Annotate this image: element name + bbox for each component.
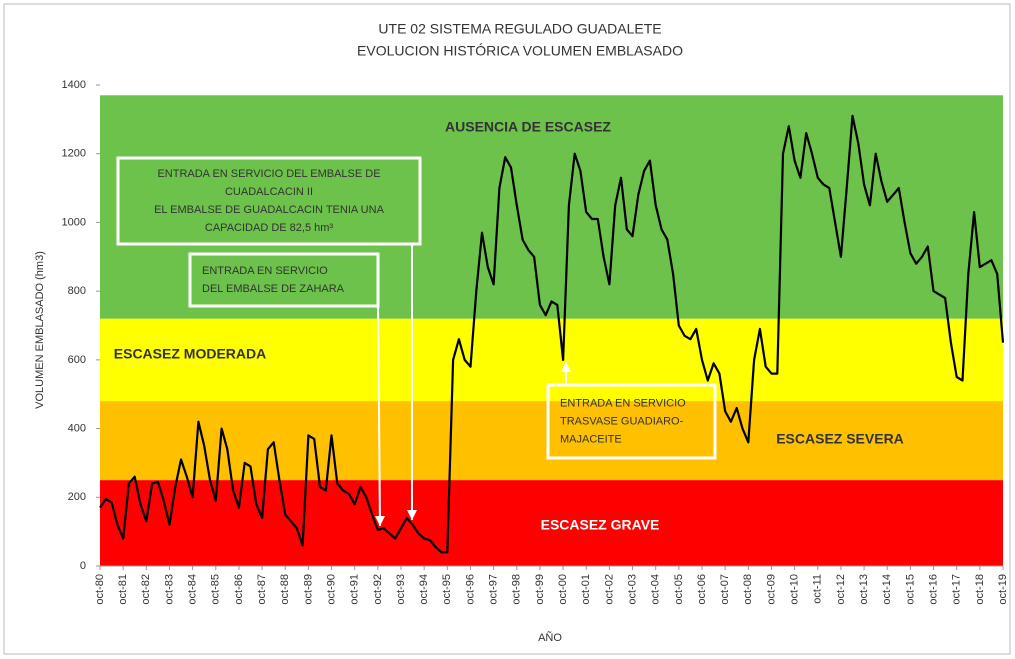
x-tick-label: oct-80 (94, 574, 106, 605)
x-tick-label: oct-11 (812, 574, 824, 604)
zone-label: ESCASEZ SEVERA (776, 431, 904, 447)
x-tick-label: oct-02 (603, 574, 615, 605)
x-tick-label: oct-97 (488, 574, 500, 605)
annotation-box (188, 252, 380, 308)
x-tick-label: oct-13 (858, 574, 870, 605)
x-tick-label: oct-17 (951, 574, 963, 605)
x-tick-label: oct-15 (904, 574, 916, 605)
arrow-head (407, 510, 417, 520)
x-tick-label: oct-87 (256, 574, 268, 605)
zone (100, 318, 1003, 402)
y-tick-label: 600 (68, 354, 86, 366)
x-tick-label: oct-16 (927, 574, 939, 605)
annotation-text: ENTRADA EN SERVICIO (202, 265, 328, 277)
annotation-text: CAPACIDAD DE 82,5 hm³ (205, 222, 334, 234)
y-tick-label: 0 (80, 560, 86, 572)
annotation-text: TRASVASE GUADIARO- (560, 415, 684, 427)
x-tick-label: oct-82 (140, 574, 152, 605)
x-tick-label: oct-03 (626, 574, 638, 605)
arrow-head (561, 362, 571, 372)
annotation-text: ENTRADA EN SERVICIO (560, 397, 686, 409)
x-tick-label: oct-88 (279, 574, 291, 605)
x-tick-label: oct-04 (650, 574, 662, 605)
x-tick-label: oct-09 (765, 574, 777, 605)
x-tick-label: oct-90 (325, 574, 337, 605)
y-tick-label: 1400 (62, 79, 86, 91)
annotation-text: DEL EMBALSE DE ZAHARA (202, 283, 345, 295)
chart-subtitle: EVOLUCION HISTÓRICA VOLUMEN EMBLASADO (357, 43, 683, 59)
x-tick-label: oct-19 (997, 574, 1009, 605)
x-tick-label: oct-12 (835, 574, 847, 605)
x-axis-label: AÑO (538, 631, 562, 644)
data-line (99, 114, 1005, 554)
y-tick-label: 800 (68, 285, 86, 297)
zone-label: ESCASEZ MODERADA (114, 346, 266, 362)
x-tick-label: oct-81 (117, 574, 129, 605)
x-tick-label: oct-96 (464, 574, 476, 605)
annotation-box (116, 156, 422, 246)
x-tick-label: oct-93 (395, 574, 407, 605)
chart-title: UTE 02 SISTEMA REGULADO GUADALETE (378, 21, 661, 37)
y-tick-label: 200 (68, 491, 86, 503)
x-tick-label: oct-08 (742, 574, 754, 605)
x-tick-label: oct-91 (349, 574, 361, 605)
zone (100, 480, 1003, 566)
x-tick-label: oct-98 (511, 574, 523, 605)
annotation-text: MAJACEITE (560, 433, 622, 445)
x-tick-label: oct-86 (233, 574, 245, 605)
x-tick-label: oct-83 (163, 574, 175, 605)
annotation-box (546, 383, 717, 460)
x-tick-label: oct-14 (881, 574, 893, 605)
x-tick-label: oct-89 (302, 574, 314, 605)
x-tick-label: oct-05 (673, 574, 685, 605)
x-tick-label: oct-07 (719, 574, 731, 605)
zone (100, 95, 1003, 319)
x-tick-label: oct-95 (441, 574, 453, 605)
x-tick-label: oct-94 (418, 574, 430, 605)
arrow-head (375, 516, 385, 526)
y-tick-label: 1000 (62, 216, 86, 228)
x-tick-label: oct-00 (557, 574, 569, 605)
x-tick-label: oct-10 (789, 574, 801, 605)
y-tick-label: 1200 (62, 148, 86, 160)
x-tick-label: oct-01 (580, 574, 592, 605)
x-tick-label: oct-06 (696, 574, 708, 605)
annotation-text: EL EMBALSE DE GUADALCACIN TENIA UNA (154, 204, 385, 216)
x-tick-label: oct-92 (372, 574, 384, 605)
annotation-text: CUADALCACIN II (225, 186, 313, 198)
zone-label: AUSENCIA DE ESCASEZ (445, 119, 611, 135)
y-axis-label: VOLUMEN EMBLASADO (hm3) (34, 251, 46, 409)
x-tick-label: oct-85 (210, 574, 222, 605)
x-tick-label: oct-18 (974, 574, 986, 605)
x-tick-label: oct-84 (187, 574, 199, 605)
zone-label: ESCASEZ GRAVE (541, 517, 660, 533)
annotation-text: ENTRADA EN SERVICIO DEL EMBALSE DE (157, 168, 380, 180)
x-tick-label: oct-99 (534, 574, 546, 605)
arrow (377, 305, 381, 527)
y-tick-label: 400 (68, 422, 86, 434)
